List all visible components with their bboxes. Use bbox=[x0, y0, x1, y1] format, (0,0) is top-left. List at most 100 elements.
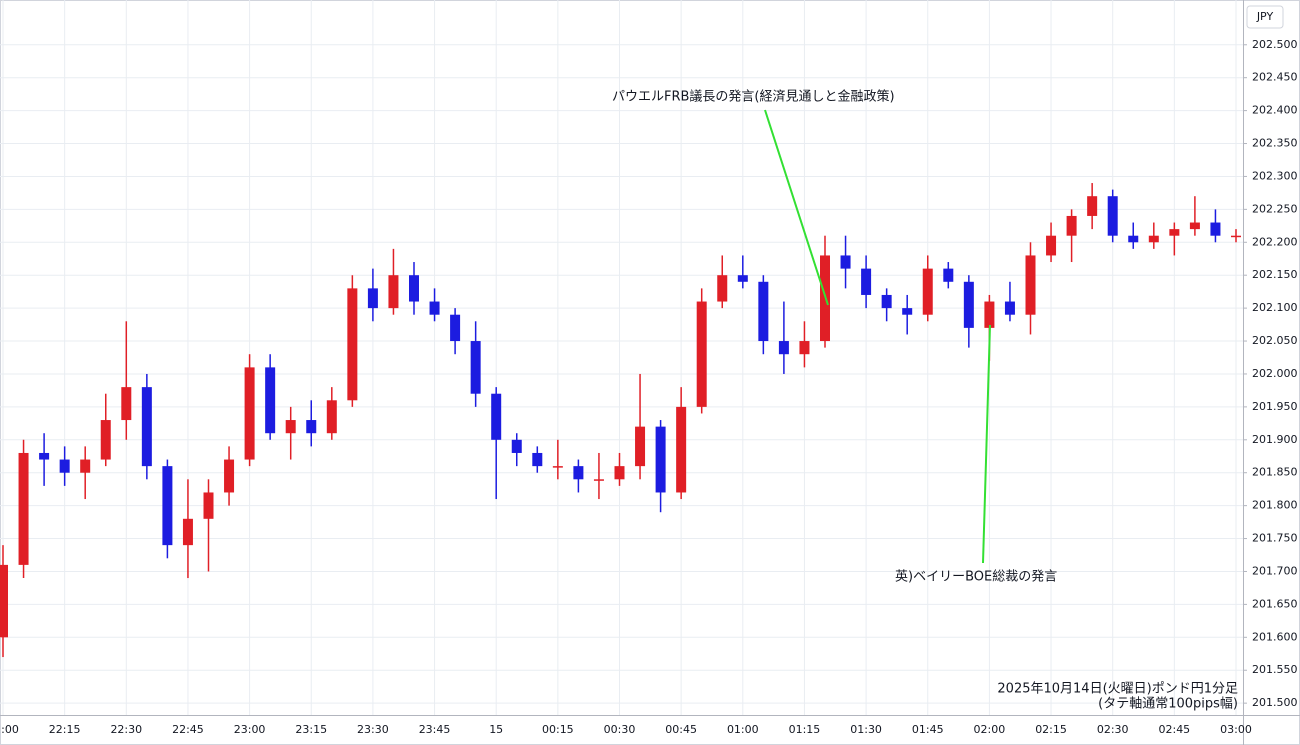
candle-body bbox=[1128, 235, 1139, 243]
annotation-line bbox=[764, 109, 829, 306]
candle-body bbox=[100, 420, 111, 460]
annotation: パウエルFRB議長の発言(経済見通しと金融政策) bbox=[612, 89, 895, 105]
candle-body bbox=[265, 367, 276, 434]
candle-body bbox=[1169, 229, 1180, 236]
candle-body bbox=[1210, 222, 1221, 236]
candle-body bbox=[59, 459, 70, 473]
y-tick-label: 202.500 bbox=[1252, 38, 1298, 51]
x-tick-label: 23:15 bbox=[295, 723, 327, 736]
candle-body bbox=[244, 367, 255, 460]
candle-body bbox=[347, 288, 358, 401]
candle-body bbox=[902, 308, 913, 315]
x-tick-label: 00:15 bbox=[542, 723, 574, 736]
x-tick-label: 02:45 bbox=[1158, 723, 1190, 736]
y-tick-label: 201.950 bbox=[1252, 400, 1298, 413]
candle-body bbox=[18, 452, 29, 565]
candle-body bbox=[121, 387, 132, 421]
candle-body bbox=[1189, 222, 1200, 230]
candle-body bbox=[943, 268, 954, 282]
candle-body bbox=[532, 452, 543, 467]
candle-body bbox=[593, 479, 604, 481]
x-tick-label: 22:00 bbox=[0, 723, 19, 736]
candle-body bbox=[162, 466, 173, 546]
y-tick-label: 202.250 bbox=[1252, 202, 1298, 215]
x-tick-label: 22:15 bbox=[49, 723, 81, 736]
candle-body bbox=[922, 268, 933, 315]
x-tick-label: 00:30 bbox=[604, 723, 636, 736]
candle-body bbox=[552, 466, 563, 468]
y-tick-label: 201.800 bbox=[1252, 499, 1298, 512]
candle-body bbox=[1046, 235, 1057, 256]
candle-body bbox=[717, 275, 728, 302]
candle-body bbox=[367, 288, 378, 309]
x-tick-label: 22:45 bbox=[172, 723, 204, 736]
y-tick-label: 201.600 bbox=[1252, 630, 1298, 643]
candle-body bbox=[635, 426, 646, 467]
candle-body bbox=[388, 275, 399, 309]
candle-body bbox=[0, 564, 8, 638]
y-tick-label: 201.900 bbox=[1252, 433, 1298, 446]
candle-body bbox=[182, 518, 193, 546]
candle-body bbox=[80, 459, 91, 473]
y-tick-label: 202.000 bbox=[1252, 367, 1298, 380]
y-tick-label: 202.150 bbox=[1252, 268, 1298, 281]
candle-body bbox=[429, 301, 440, 315]
candle-body bbox=[1004, 301, 1015, 315]
y-tick-label: 202.350 bbox=[1252, 137, 1298, 150]
candle-body bbox=[737, 275, 748, 282]
candle-body bbox=[655, 426, 666, 493]
annotation-line bbox=[982, 324, 991, 564]
x-tick-label: 01:45 bbox=[912, 723, 944, 736]
candle-body bbox=[224, 459, 235, 493]
candle-body bbox=[1025, 255, 1036, 315]
candle-body bbox=[450, 314, 461, 342]
y-tick-label: 202.450 bbox=[1252, 71, 1298, 84]
candle-body bbox=[984, 301, 995, 328]
candle-body bbox=[203, 492, 214, 519]
candle-body bbox=[758, 281, 769, 342]
x-tick-label: 23:30 bbox=[357, 723, 389, 736]
candle-body bbox=[511, 439, 522, 453]
caption: 2025年10月14日(火曜日)ポンド円1分足 bbox=[997, 682, 1238, 697]
candle-body bbox=[306, 420, 317, 434]
x-tick-label: 23:45 bbox=[419, 723, 451, 736]
x-tick-label: 02:00 bbox=[974, 723, 1006, 736]
candle-body bbox=[881, 294, 892, 309]
candle-body bbox=[141, 387, 152, 467]
candle-body bbox=[778, 341, 789, 355]
y-tick-label: 201.750 bbox=[1252, 532, 1298, 545]
candle-body bbox=[470, 341, 481, 394]
y-tick-label: 202.300 bbox=[1252, 169, 1298, 182]
candle-body bbox=[39, 452, 50, 460]
y-tick-label: 202.050 bbox=[1252, 334, 1298, 347]
candle-body bbox=[1148, 235, 1159, 243]
candle-body bbox=[799, 341, 810, 355]
candle-body bbox=[840, 255, 851, 269]
y-tick-label: 201.500 bbox=[1252, 696, 1298, 709]
currency-label: JPY bbox=[1256, 10, 1274, 23]
y-tick-label: 202.200 bbox=[1252, 235, 1298, 248]
candle-body bbox=[491, 393, 502, 440]
candle-body bbox=[1066, 215, 1077, 236]
x-tick-label: 02:15 bbox=[1035, 723, 1067, 736]
x-tick-label: 01:00 bbox=[727, 723, 759, 736]
candle-body bbox=[696, 301, 707, 407]
candle-body bbox=[573, 466, 584, 480]
x-tick-label: 03:00 bbox=[1220, 723, 1252, 736]
candle-body bbox=[963, 281, 974, 328]
x-tick-label: 15 bbox=[489, 723, 503, 736]
y-tick-label: 202.100 bbox=[1252, 301, 1298, 314]
candle-body bbox=[1107, 196, 1118, 236]
x-tick-label: 01:30 bbox=[850, 723, 882, 736]
candle-body bbox=[409, 275, 419, 302]
candle-body bbox=[1231, 235, 1241, 238]
caption: (タテ軸通常100pips幅) bbox=[1098, 697, 1238, 712]
currency-box bbox=[1246, 5, 1284, 29]
candle-body bbox=[285, 420, 296, 434]
x-tick-label: 01:15 bbox=[789, 723, 821, 736]
x-tick-label: 00:45 bbox=[665, 723, 697, 736]
x-tick-label: 02:30 bbox=[1097, 723, 1129, 736]
